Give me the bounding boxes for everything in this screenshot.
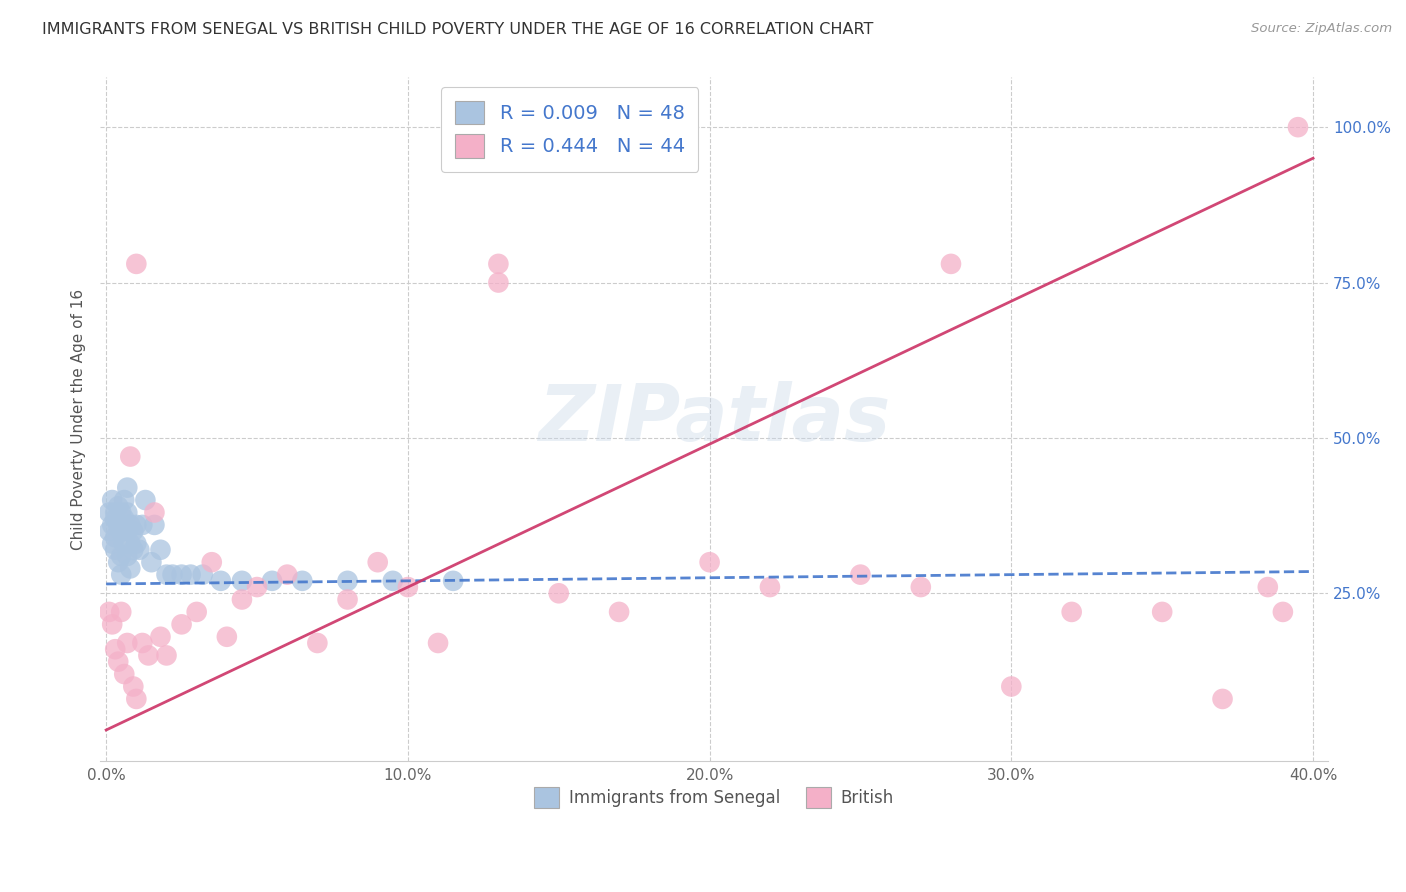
Point — [120, 536, 142, 550]
Point — [262, 574, 284, 588]
Point — [128, 542, 150, 557]
Point — [120, 517, 142, 532]
Point — [607, 605, 630, 619]
Point — [155, 648, 177, 663]
Point — [117, 549, 139, 563]
Point — [107, 555, 129, 569]
Point — [910, 580, 932, 594]
Point — [112, 536, 135, 550]
Point — [110, 549, 132, 563]
Point — [201, 555, 224, 569]
Point — [427, 636, 450, 650]
Point — [112, 511, 135, 525]
Point — [180, 567, 202, 582]
Point — [110, 605, 132, 619]
Point — [381, 574, 404, 588]
Point — [143, 517, 166, 532]
Point — [107, 500, 129, 514]
Point — [143, 506, 166, 520]
Point — [307, 636, 329, 650]
Point — [122, 542, 145, 557]
Text: ZIPatlas: ZIPatlas — [538, 381, 890, 458]
Text: Source: ZipAtlas.com: Source: ZipAtlas.com — [1251, 22, 1392, 36]
Point — [162, 567, 184, 582]
Point — [117, 524, 139, 538]
Point — [149, 630, 172, 644]
Legend: Immigrants from Senegal, British: Immigrants from Senegal, British — [527, 780, 901, 814]
Point — [1152, 605, 1174, 619]
Point — [1000, 680, 1022, 694]
Point — [336, 592, 359, 607]
Point — [1271, 605, 1294, 619]
Point — [122, 680, 145, 694]
Point — [101, 517, 124, 532]
Point — [1286, 120, 1309, 135]
Point — [110, 524, 132, 538]
Point — [1212, 692, 1234, 706]
Text: IMMIGRANTS FROM SENEGAL VS BRITISH CHILD POVERTY UNDER THE AGE OF 16 CORRELATION: IMMIGRANTS FROM SENEGAL VS BRITISH CHILD… — [42, 22, 873, 37]
Point — [759, 580, 782, 594]
Point — [104, 642, 127, 657]
Point — [699, 555, 721, 569]
Point — [441, 574, 464, 588]
Point — [547, 586, 569, 600]
Point — [125, 536, 148, 550]
Point — [155, 567, 177, 582]
Point — [131, 517, 153, 532]
Point — [246, 580, 269, 594]
Point — [1257, 580, 1279, 594]
Point — [367, 555, 389, 569]
Point — [104, 511, 127, 525]
Point — [120, 450, 142, 464]
Point — [101, 536, 124, 550]
Point — [125, 692, 148, 706]
Point — [112, 493, 135, 508]
Point — [117, 506, 139, 520]
Point — [231, 574, 253, 588]
Point — [170, 617, 193, 632]
Point — [486, 257, 509, 271]
Point — [134, 493, 156, 508]
Point — [125, 517, 148, 532]
Point — [122, 524, 145, 538]
Point — [110, 567, 132, 582]
Point — [149, 542, 172, 557]
Point — [276, 567, 298, 582]
Point — [1060, 605, 1083, 619]
Point — [98, 605, 121, 619]
Point — [138, 648, 160, 663]
Point — [396, 580, 419, 594]
Point — [110, 506, 132, 520]
Point — [486, 276, 509, 290]
Point — [125, 257, 148, 271]
Point — [131, 636, 153, 650]
Y-axis label: Child Poverty Under the Age of 16: Child Poverty Under the Age of 16 — [72, 289, 86, 549]
Point — [101, 493, 124, 508]
Point — [117, 481, 139, 495]
Point — [101, 617, 124, 632]
Point — [231, 592, 253, 607]
Point — [104, 530, 127, 544]
Point — [291, 574, 314, 588]
Point — [117, 636, 139, 650]
Point — [120, 561, 142, 575]
Point — [104, 542, 127, 557]
Point — [107, 655, 129, 669]
Point — [209, 574, 232, 588]
Point — [186, 605, 208, 619]
Point — [215, 630, 238, 644]
Point — [939, 257, 962, 271]
Point — [98, 524, 121, 538]
Point — [104, 506, 127, 520]
Point — [107, 517, 129, 532]
Point — [112, 667, 135, 681]
Point — [98, 506, 121, 520]
Point — [170, 567, 193, 582]
Point — [849, 567, 872, 582]
Point — [141, 555, 163, 569]
Point — [191, 567, 214, 582]
Point — [336, 574, 359, 588]
